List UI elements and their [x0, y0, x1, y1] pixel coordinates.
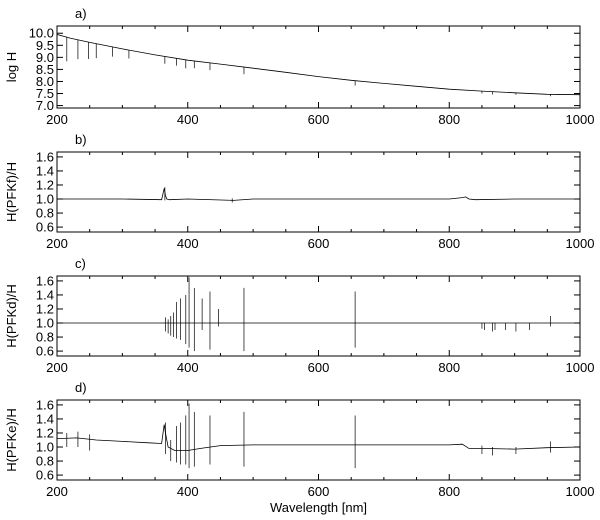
x-tick-label: 600	[308, 484, 330, 499]
x-tick-label: 200	[46, 236, 68, 251]
chart-panel-2: 200 400 600 800 1000 0.60.81.01.21.41.6 H(PFKf…	[4, 132, 594, 251]
x-tick-label: 1000	[566, 360, 595, 375]
x-tick-label: 1000	[566, 484, 595, 499]
chart-panel-3: 200 400 600 800 1000 0.60.81.01.21.41.6 H(PFKd…	[4, 256, 594, 375]
chart-panel-1: 200 400 600 800 1000 7.07.58.08.59.09.510.0 lo…	[4, 6, 594, 127]
y-axis-title: H(PFKe)/H	[4, 408, 19, 472]
x-tick-label: 400	[177, 112, 199, 127]
y-tick-label: 7.5	[36, 86, 54, 101]
y-tick-label: 1.4	[36, 411, 54, 426]
panel-letter: c)	[75, 256, 86, 271]
y-tick-label: 1.2	[36, 425, 54, 440]
x-tick-label: 400	[177, 236, 199, 251]
y-tick-label: 1.0	[36, 316, 54, 331]
data-layer	[57, 277, 580, 352]
x-tick-label: 400	[177, 484, 199, 499]
y-tick-label: 1.6	[36, 273, 54, 288]
x-tick-label: 200	[46, 360, 68, 375]
x-tick-label: 200	[46, 484, 68, 499]
y-tick-label: 1.2	[36, 177, 54, 192]
x-tick-label: 400	[177, 360, 199, 375]
data-layer	[57, 187, 580, 203]
y-tick-label: 0.6	[36, 344, 54, 359]
plot-frame	[56, 275, 581, 357]
data-layer	[57, 34, 580, 97]
panel-letter: d)	[75, 380, 87, 395]
panel-letter: b)	[75, 132, 87, 147]
y-tick-label: 1.6	[36, 397, 54, 412]
x-tick-label: 1000	[566, 236, 595, 251]
y-axis-title: H(PFKd)/H	[4, 284, 19, 348]
series-line	[57, 34, 580, 96]
y-tick-label: 1.4	[36, 163, 54, 178]
x-axis-title: Wavelength [nm]	[270, 500, 367, 515]
y-tick-label: 0.6	[36, 220, 54, 235]
plot-frame	[56, 151, 581, 233]
chart-panel-4: 200 400 600 800 1000 0.60.81.01.21.41.6 H(PFKe…	[4, 380, 594, 515]
data-layer	[57, 403, 580, 469]
y-axis-title: log H	[4, 52, 19, 82]
x-tick-label: 800	[438, 236, 460, 251]
x-tick-label: 600	[308, 112, 330, 127]
x-tick-label: 1000	[566, 112, 595, 127]
plot-frame	[56, 399, 581, 481]
series-line	[57, 424, 580, 451]
x-tick-label: 800	[438, 112, 460, 127]
y-tick-label: 1.0	[36, 192, 54, 207]
y-tick-label: 7.0	[36, 98, 54, 113]
y-tick-label: 0.8	[36, 454, 54, 469]
x-tick-label: 200	[46, 112, 68, 127]
x-tick-label: 800	[438, 360, 460, 375]
y-tick-label: 1.4	[36, 287, 54, 302]
series-line	[57, 188, 580, 201]
plot-frame	[56, 25, 581, 109]
x-tick-label: 800	[438, 484, 460, 499]
y-tick-label: 1.2	[36, 301, 54, 316]
panel-letter: a)	[75, 6, 87, 21]
y-tick-label: 8.5	[36, 62, 54, 77]
y-tick-label: 9.5	[36, 38, 54, 53]
y-tick-label: 8.0	[36, 74, 54, 89]
y-tick-label: 9.0	[36, 50, 54, 65]
y-tick-label: 10.0	[29, 26, 54, 41]
y-tick-label: 1.0	[36, 440, 54, 455]
y-tick-label: 0.6	[36, 468, 54, 483]
x-tick-label: 600	[308, 236, 330, 251]
x-tick-label: 600	[308, 360, 330, 375]
y-tick-label: 1.6	[36, 149, 54, 164]
y-axis-title: H(PFKf)/H	[4, 162, 19, 222]
y-tick-label: 0.8	[36, 330, 54, 345]
y-tick-label: 0.8	[36, 206, 54, 221]
